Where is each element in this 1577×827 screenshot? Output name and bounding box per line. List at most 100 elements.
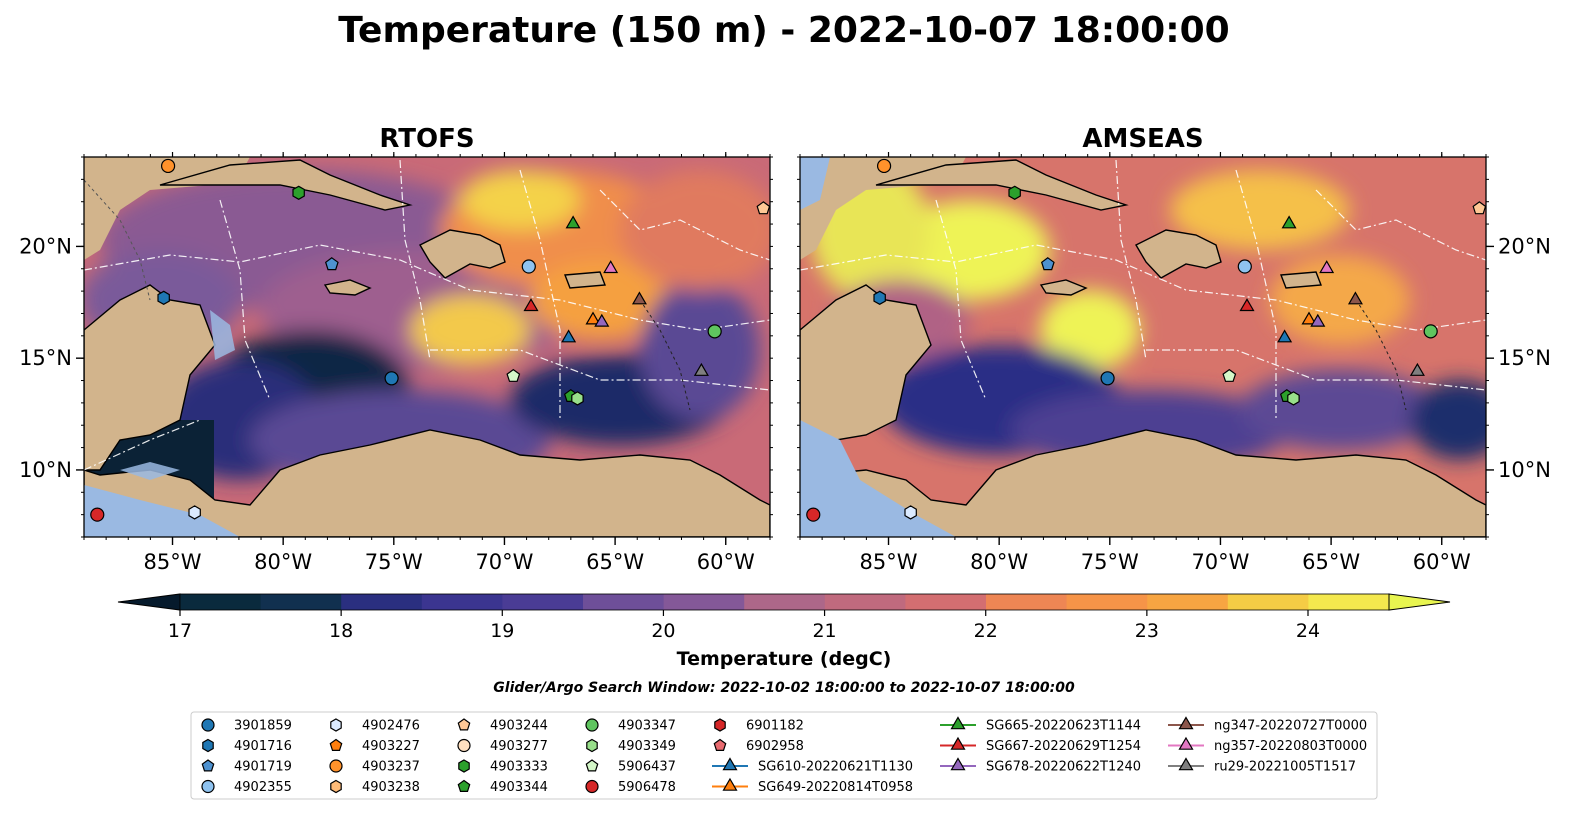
legend-label: 6901182 [746, 719, 804, 734]
legend-label: ng357-20220803T0000 [1214, 739, 1367, 754]
legend-entry: 5906437 [585, 759, 676, 775]
legend-entry: 6902958 [713, 738, 804, 754]
platform-marker-amseas [1347, 291, 1363, 305]
colorbar-bin [260, 594, 342, 610]
x-tick-label: 65°W [586, 550, 644, 574]
legend-entry: 4901719 [201, 759, 292, 775]
platform-marker-amseas [1310, 313, 1326, 327]
platform-marker-rtofs [707, 324, 722, 339]
temperature-field-amseas [800, 157, 1486, 537]
legend-label: SG649-20220814T0958 [758, 780, 913, 795]
colorbar-tick-label: 21 [812, 620, 836, 642]
colorbar-tick-label: 24 [1296, 620, 1320, 642]
colorbar: 17 18 19 20 21 22 23 24 Temperature (degC) [117, 593, 1451, 670]
platform-marker-rtofs [631, 291, 647, 305]
platform-marker-amseas [1281, 215, 1297, 229]
legend-entry: ng357-20220803T0000 [1168, 736, 1367, 754]
colorbar-tick-label: 19 [490, 620, 514, 642]
legend-label: 5906437 [618, 760, 676, 775]
platform-marker-amseas [1287, 391, 1300, 406]
colorbar-bin [905, 594, 987, 610]
platform-marker-rtofs [603, 260, 619, 274]
x-tick-label: 65°W [1302, 550, 1360, 574]
legend-entry: 4903244 [457, 718, 548, 734]
legend-label: 5906478 [618, 780, 676, 795]
legend-pentagon-icon [329, 738, 343, 752]
colorbar-bins [179, 593, 1390, 611]
legend-entry: 4903277 [457, 738, 548, 754]
legend-entry: 4902355 [201, 779, 292, 795]
legend-pentagon-icon [457, 779, 471, 793]
search-window-text: Glider/Argo Search Window: 2022-10-02 18… [493, 680, 1075, 696]
legend-entry: SG665-20220623T1144 [940, 716, 1141, 734]
colorbar-bin [1227, 594, 1309, 610]
colorbar-tick-label: 22 [974, 620, 998, 642]
platform-marker-amseas [1008, 185, 1021, 200]
legend-label: SG665-20220623T1144 [986, 719, 1141, 734]
platform-marker-rtofs [160, 158, 176, 174]
x-tick-label: 85°W [144, 550, 202, 574]
legend-hexagon-icon [202, 738, 214, 753]
legend: 3901859 4901716 4901719 4902355 4902476 49032… [190, 711, 1378, 800]
x-tick-label: 70°W [475, 550, 533, 574]
x-tick-label: 70°W [1191, 550, 1249, 574]
legend-label: SG610-20220621T1130 [758, 760, 913, 775]
legend-hexagon-icon [586, 738, 598, 753]
platform-marker-amseas [1423, 324, 1438, 339]
y-tick-label: 20°N [19, 234, 72, 258]
x-tick-label: 85°W [860, 550, 918, 574]
platform-marker-amseas [1277, 329, 1293, 343]
legend-frame [190, 711, 1378, 800]
legend-hexagon-icon [458, 759, 470, 773]
platform-markers-rtofs [90, 158, 771, 522]
platform-marker-rtofs [506, 368, 521, 382]
legend-circle-icon [457, 738, 471, 753]
y-tick-label: 15°N [19, 346, 72, 370]
colorbar-tick-label: 20 [651, 620, 675, 642]
colorbar-bin [502, 594, 584, 610]
platform-marker-rtofs [523, 298, 539, 312]
legend-entry: SG610-20220621T1130 [712, 757, 913, 775]
platform-marker-amseas [1239, 298, 1255, 312]
legend-triangle-icon [1178, 736, 1194, 750]
platform-marker-amseas [904, 505, 917, 520]
map-frame-rtofs [83, 156, 771, 538]
legend-entry: 4901716 [202, 738, 292, 754]
legend-triangle-icon [1178, 757, 1194, 771]
legend-pentagon-icon [713, 738, 727, 752]
colorbar-bin [583, 594, 665, 610]
x-tick-label: 75°W [365, 550, 423, 574]
x-tick-label: 60°W [697, 550, 755, 574]
legend-triangle-icon [722, 777, 738, 791]
platform-marker-amseas [1100, 371, 1115, 386]
legend-entry: SG649-20220814T0958 [712, 777, 913, 795]
legend-label: ng347-20220727T0000 [1214, 719, 1367, 734]
colorbar-bin [1147, 594, 1229, 610]
platform-marker-rtofs [90, 507, 105, 522]
x-tick-label: 80°W [970, 550, 1028, 574]
x-tick-label: 75°W [1081, 550, 1139, 574]
platform-marker-amseas [1409, 362, 1425, 376]
platform-marker-rtofs [324, 257, 339, 271]
y-tick-label: 15°N [1498, 346, 1551, 370]
legend-label: 4903237 [362, 760, 420, 775]
legend-hexagon-icon [714, 718, 726, 732]
colorbar-tick-label: 17 [168, 620, 192, 642]
colorbar-bin [341, 594, 423, 610]
colorbar-bin [1066, 594, 1148, 610]
colorbar-bin [663, 594, 745, 610]
colorbar-bin [1308, 594, 1390, 610]
legend-label: 4901719 [234, 760, 292, 775]
platform-marker-rtofs [585, 311, 601, 325]
platform-marker-rtofs [521, 259, 536, 274]
legend-hexagon-icon [330, 779, 342, 794]
platform-marker-rtofs [561, 329, 577, 343]
colorbar-label: Temperature (degC) [677, 648, 892, 670]
platform-marker-rtofs [157, 290, 170, 305]
legend-label: 4903347 [618, 719, 676, 734]
platform-marker-amseas [1222, 368, 1237, 382]
legend-triangle-icon [950, 757, 966, 771]
legend-label: 4902476 [362, 719, 420, 734]
platform-marker-rtofs [292, 185, 305, 200]
